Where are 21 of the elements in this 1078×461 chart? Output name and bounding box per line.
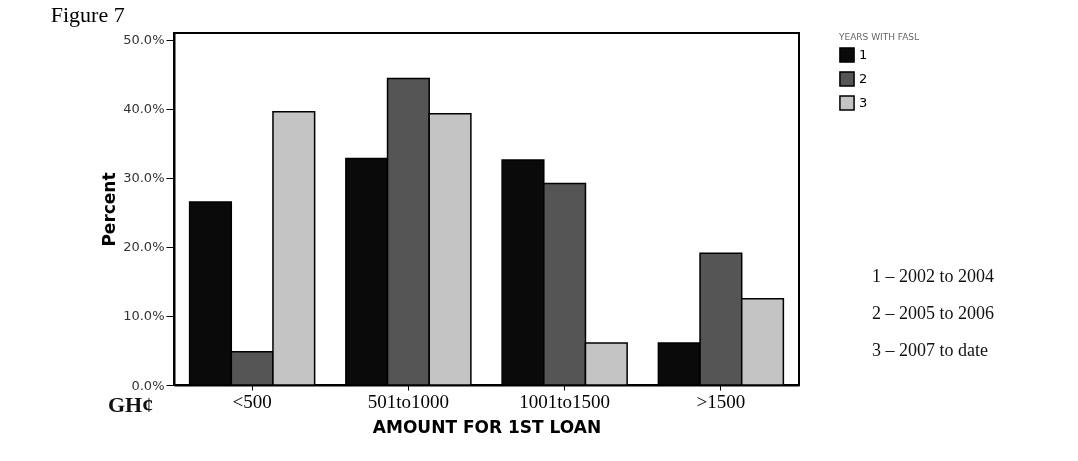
x-tick-label: 1001to1500	[519, 390, 611, 412]
x-tick-label: >1500	[696, 390, 746, 412]
legend-label: 2	[859, 71, 868, 86]
y-tick-label: 30.0%	[123, 170, 165, 186]
x-axis-title: AMOUNT FOR 1ST LOAN	[372, 416, 602, 437]
y-tick-label: 40.0%	[123, 101, 165, 117]
x-tick-label: 501to1000	[367, 390, 450, 412]
x-tick-label: <500	[232, 390, 272, 412]
text: 1 – 2002 to 2004	[872, 265, 995, 288]
text: GH¢	[108, 392, 154, 418]
chart-title: Figure 7	[50, 2, 125, 27]
y-tick-label: 20.0%	[123, 239, 165, 255]
y-tick-label: 0.0%	[131, 377, 165, 393]
y-axis-title: Percent	[99, 172, 120, 247]
y-tick-label: 10.0%	[123, 308, 165, 324]
legend-label: 3	[859, 95, 868, 110]
text: 3 – 2007 to date	[872, 339, 989, 362]
text: 2 – 2005 to 2006	[872, 302, 995, 325]
y-tick-label: 50.0%	[123, 32, 165, 48]
legend-title: YEARS WITH FASL	[838, 32, 920, 42]
legend-label: 1	[859, 47, 868, 62]
